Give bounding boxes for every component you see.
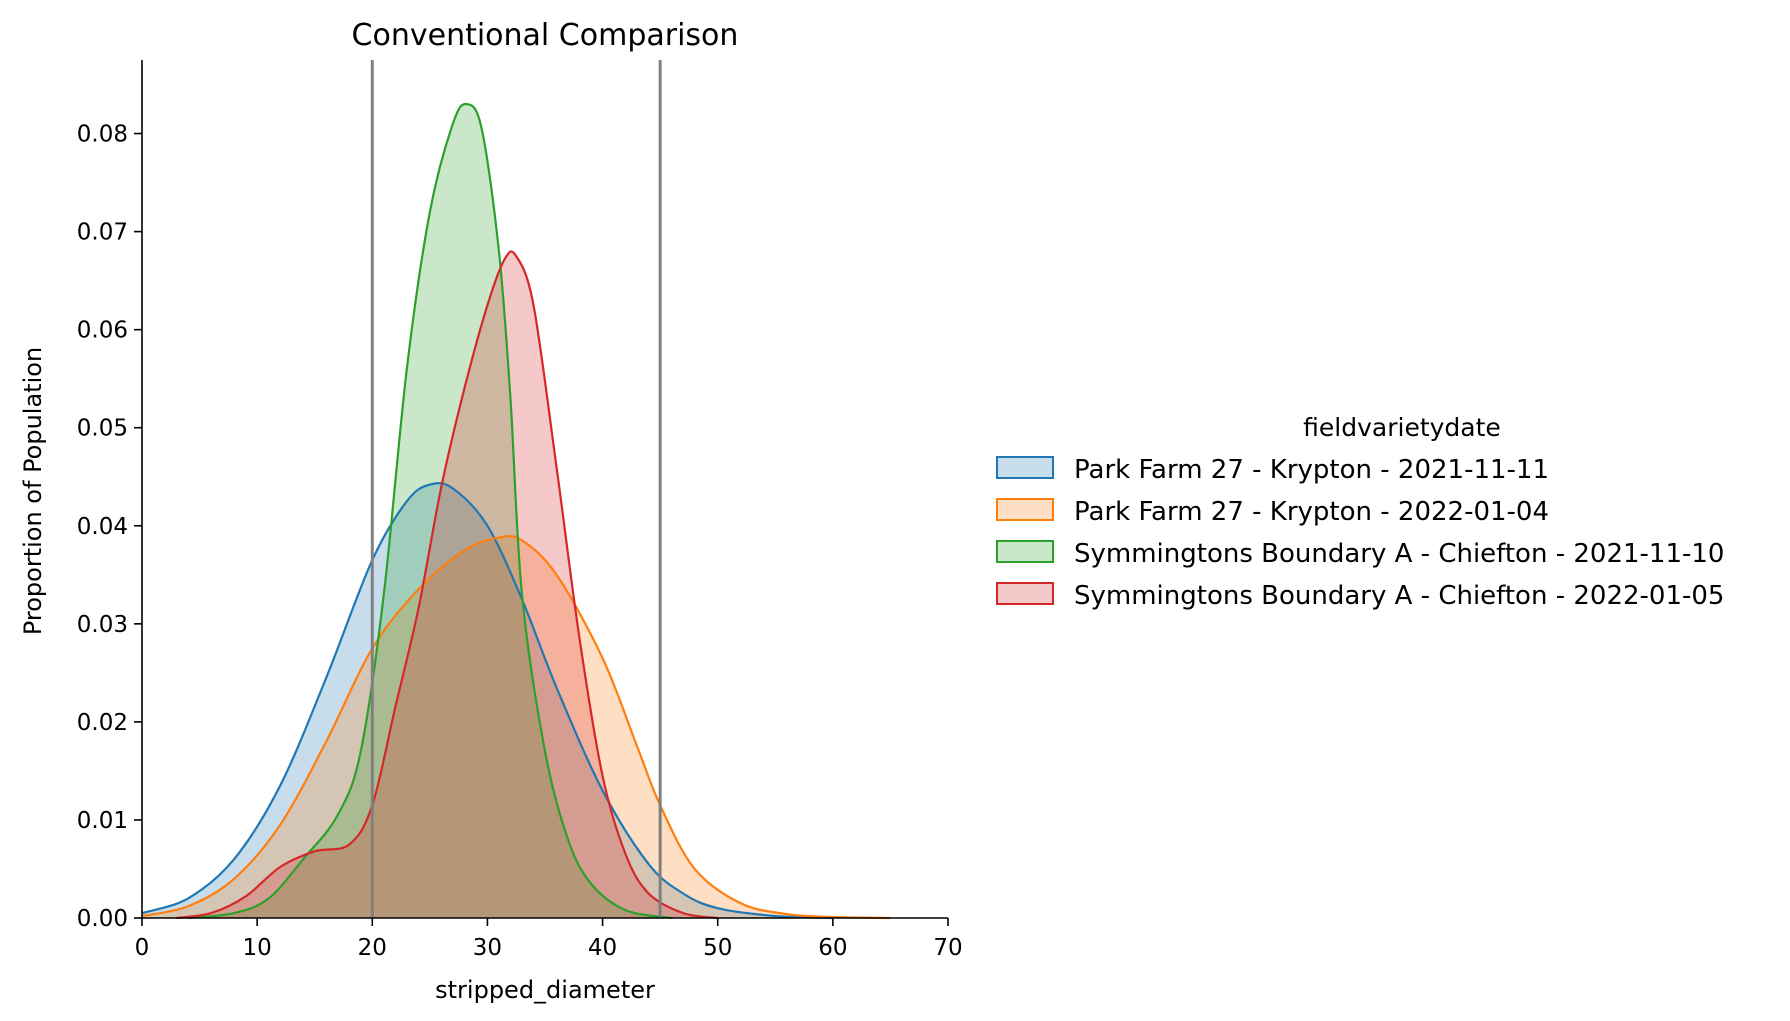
density-area-2 — [142, 536, 891, 918]
density-area-1 — [142, 483, 833, 918]
y-tick-label: 0.07 — [77, 220, 128, 246]
legend-title: fieldvarietydate — [1303, 413, 1501, 442]
density-line-2 — [141, 534, 891, 920]
density-line-1 — [141, 481, 833, 920]
y-tick-label: 0.03 — [77, 612, 128, 638]
legend-label-2: Park Farm 27 - Krypton - 2022-01-04 — [1074, 497, 1549, 527]
y-tick-label: 0.05 — [77, 416, 128, 442]
y-tick-label: 0.04 — [77, 514, 128, 540]
x-ticks: 0 10 20 30 40 50 60 70 — [135, 918, 963, 961]
y-tick-label: 0.08 — [77, 122, 128, 148]
x-axis-label: stripped_diameter — [435, 976, 655, 1004]
reference-lines — [370, 60, 662, 918]
legend-swatch-4 — [996, 582, 1054, 605]
y-tick-label: 0.01 — [77, 808, 128, 834]
legend-label-1: Park Farm 27 - Krypton - 2021-11-11 — [1074, 455, 1549, 485]
legend-swatch-2 — [996, 498, 1054, 521]
y-tick-label: 0.06 — [77, 318, 128, 344]
legend-label-3: Symmingtons Boundary A - Chiefton - 2021… — [1074, 539, 1724, 569]
density-series-layer — [141, 102, 891, 920]
x-tick-label: 40 — [588, 935, 617, 961]
y-ticks: 0.00 0.01 0.02 0.03 0.04 0.05 0.06 0.07 0.08 — [77, 122, 142, 932]
x-tick-label: 10 — [243, 935, 272, 961]
legend-swatch-1 — [996, 456, 1054, 479]
density-area-3 — [188, 103, 672, 919]
legend-swatch-3 — [996, 540, 1054, 563]
x-tick-label: 20 — [358, 935, 387, 961]
chart-title: Conventional Comparison — [352, 18, 739, 53]
x-tick-label: 0 — [135, 935, 150, 961]
legend-label-4: Symmingtons Boundary A - Chiefton - 2022… — [1074, 581, 1724, 611]
legend-items: Park Farm 27 - Krypton - 2021-11-11 Park … — [996, 455, 1724, 611]
x-tick-label: 50 — [703, 935, 732, 961]
density-line-4 — [176, 250, 718, 920]
legend: fieldvarietydate Park Farm 27 - Krypton … — [996, 413, 1724, 611]
density-line-3 — [187, 102, 672, 920]
y-tick-label: 0.00 — [77, 906, 128, 932]
x-tick-label: 60 — [818, 935, 847, 961]
x-tick-label: 30 — [473, 935, 502, 961]
y-tick-label: 0.02 — [77, 710, 128, 736]
y-axis-label: Proportion of Population — [19, 347, 47, 635]
density-area-4 — [176, 251, 718, 918]
x-tick-label: 70 — [933, 935, 962, 961]
